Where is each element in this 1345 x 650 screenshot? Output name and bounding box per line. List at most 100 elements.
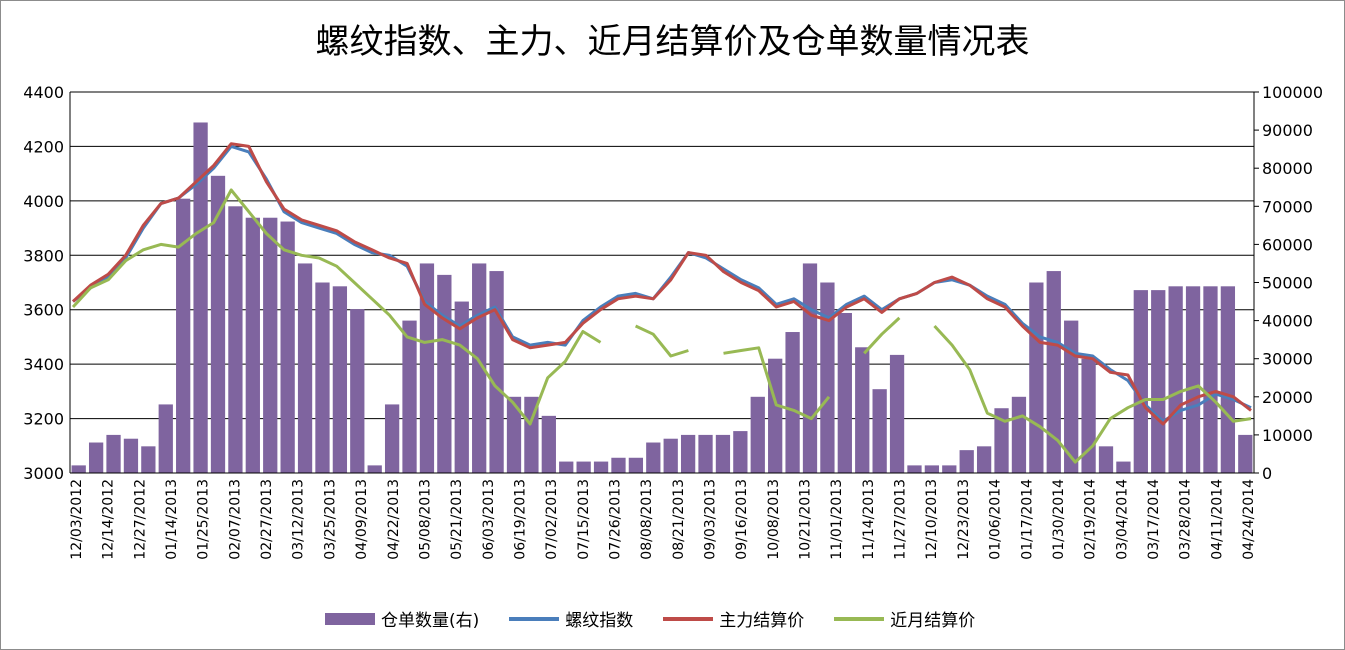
- x-tick-label: 07/02/2013: [544, 479, 560, 560]
- x-tick-label: 05/21/2013: [449, 479, 465, 560]
- left-tick-label: 3600: [23, 301, 64, 320]
- bar-warehouse-receipt: [419, 263, 435, 473]
- right-tick-label: 80000: [1262, 159, 1313, 178]
- x-tick-label: 12/23/2013: [956, 479, 972, 560]
- bar-warehouse-receipt: [210, 175, 226, 473]
- x-tick-label: 06/03/2013: [481, 479, 497, 560]
- bar-warehouse-receipt: [489, 271, 504, 473]
- bar-warehouse-receipt: [367, 465, 382, 473]
- bar-warehouse-receipt: [855, 347, 870, 473]
- legend-label-main: 主力结算价: [719, 611, 805, 631]
- bar-warehouse-receipt: [1133, 290, 1148, 473]
- bar-warehouse-receipt: [994, 408, 1009, 473]
- x-tick-label: 03/25/2013: [322, 479, 338, 560]
- legend-label-index: 螺纹指数: [565, 611, 634, 631]
- x-tick-label: 10/21/2013: [798, 479, 814, 560]
- right-tick-label: 10000: [1262, 426, 1313, 445]
- bar-warehouse-receipt: [176, 198, 191, 473]
- right-tick-label: 60000: [1262, 235, 1313, 254]
- left-tick-label: 4400: [23, 83, 64, 102]
- bar-warehouse-receipt: [141, 446, 156, 473]
- bar-warehouse-receipt: [245, 217, 260, 473]
- x-tick-label: 04/11/2014: [1209, 479, 1225, 560]
- x-tick-label: 02/19/2014: [1083, 479, 1099, 560]
- x-tick-label: 06/19/2013: [512, 479, 528, 560]
- bar-warehouse-receipt: [576, 461, 591, 473]
- bar-warehouse-receipt: [297, 263, 313, 473]
- x-tick-label: 07/15/2013: [576, 479, 592, 560]
- bar-warehouse-receipt: [559, 461, 574, 473]
- axes: 3000 3200 3400 3600 3800 4000 4200 4400 0 10000 20…: [23, 83, 1323, 560]
- bar-warehouse-receipt: [1203, 286, 1218, 473]
- legend-swatch-main: [663, 616, 714, 621]
- bar-warehouse-receipt: [820, 282, 835, 473]
- x-tick-label: 01/06/2014: [988, 479, 1004, 560]
- x-tick-label: 04/22/2013: [386, 479, 402, 560]
- bar-warehouse-receipt: [1151, 290, 1166, 473]
- x-tick-label: 07/26/2013: [607, 479, 623, 560]
- right-tick-label: 0: [1262, 464, 1272, 483]
- bar-warehouse-receipt: [715, 434, 731, 473]
- bar-warehouse-receipt: [106, 434, 121, 473]
- bar-warehouse-receipt: [263, 217, 278, 473]
- right-tick-label: 30000: [1262, 350, 1313, 369]
- bar-warehouse-receipt: [889, 354, 905, 473]
- x-tick-label: 02/07/2013: [227, 479, 243, 560]
- bar-warehouse-receipt: [1168, 286, 1183, 473]
- bar-warehouse-receipt: [402, 320, 417, 473]
- bar-warehouse-receipt: [1238, 434, 1253, 473]
- legend-item-index: 螺纹指数: [509, 606, 633, 631]
- bar-warehouse-receipt: [1185, 286, 1201, 473]
- legend: 仓单数量(右) 螺纹指数 主力结算价 近月结算价: [325, 606, 1005, 631]
- bar-warehouse-receipt: [924, 465, 940, 473]
- legend-swatch-index: [509, 616, 560, 621]
- x-tick-label: 01/25/2013: [196, 479, 212, 560]
- bar-warehouse-receipt: [802, 263, 818, 473]
- right-tick-label: 20000: [1262, 388, 1313, 407]
- bar-warehouse-receipt: [88, 442, 104, 473]
- line-near-month-settlement: [71, 188, 1252, 464]
- left-tick-label: 3800: [23, 246, 64, 265]
- x-tick-label: 02/27/2013: [259, 479, 275, 560]
- right-tick-label: 70000: [1262, 197, 1313, 216]
- bar-warehouse-receipt: [315, 282, 330, 473]
- bar-warehouse-receipt: [1046, 271, 1061, 473]
- x-tick-label: 11/27/2013: [893, 479, 909, 560]
- bar-warehouse-receipt: [646, 442, 661, 473]
- x-tick-label: 05/08/2013: [417, 479, 433, 560]
- left-tick-label: 3400: [23, 355, 64, 374]
- right-tick-label: 40000: [1262, 312, 1313, 331]
- x-tick-label: 09/16/2013: [734, 479, 750, 560]
- bar-warehouse-receipt: [541, 415, 556, 473]
- bar-warehouse-receipt: [193, 122, 208, 473]
- bar-warehouse-receipt: [611, 457, 626, 473]
- bar-warehouse-receipt: [228, 206, 243, 474]
- bar-warehouse-receipt: [698, 434, 713, 473]
- line-main-settlement: [71, 142, 1252, 426]
- bar-warehouse-receipt: [350, 309, 365, 473]
- x-tick-label: 01/17/2014: [1019, 479, 1035, 560]
- x-tick-label: 03/28/2014: [1178, 479, 1194, 560]
- x-tick-label: 08/21/2013: [671, 479, 687, 560]
- bar-warehouse-receipt: [959, 450, 974, 473]
- legend-swatch-near: [834, 616, 885, 621]
- right-tick-label: 100000: [1262, 83, 1323, 102]
- bar-warehouse-receipt: [506, 396, 522, 473]
- x-tick-label: 12/03/2012: [69, 479, 85, 560]
- bar-warehouse-receipt: [280, 221, 295, 473]
- bar-warehouse-receipt: [437, 274, 452, 473]
- bar-warehouse-receipt: [1098, 446, 1114, 473]
- left-tick-label: 4000: [23, 192, 64, 211]
- bar-warehouse-receipt: [976, 446, 992, 473]
- bar-warehouse-receipt: [733, 431, 748, 473]
- right-tick-label: 90000: [1262, 121, 1313, 140]
- bar-warehouse-receipt: [907, 465, 922, 473]
- x-tick-label: 03/17/2014: [1146, 479, 1162, 560]
- left-tick-label: 4200: [23, 137, 64, 156]
- x-tick-label: 12/10/2013: [924, 479, 940, 560]
- x-tick-label: 11/14/2013: [861, 479, 877, 560]
- x-tick-label: 03/12/2013: [291, 479, 307, 560]
- bar-series: [71, 122, 1253, 474]
- legend-swatch-warehouse: [325, 612, 375, 625]
- x-tick-label: 04/09/2013: [354, 479, 370, 560]
